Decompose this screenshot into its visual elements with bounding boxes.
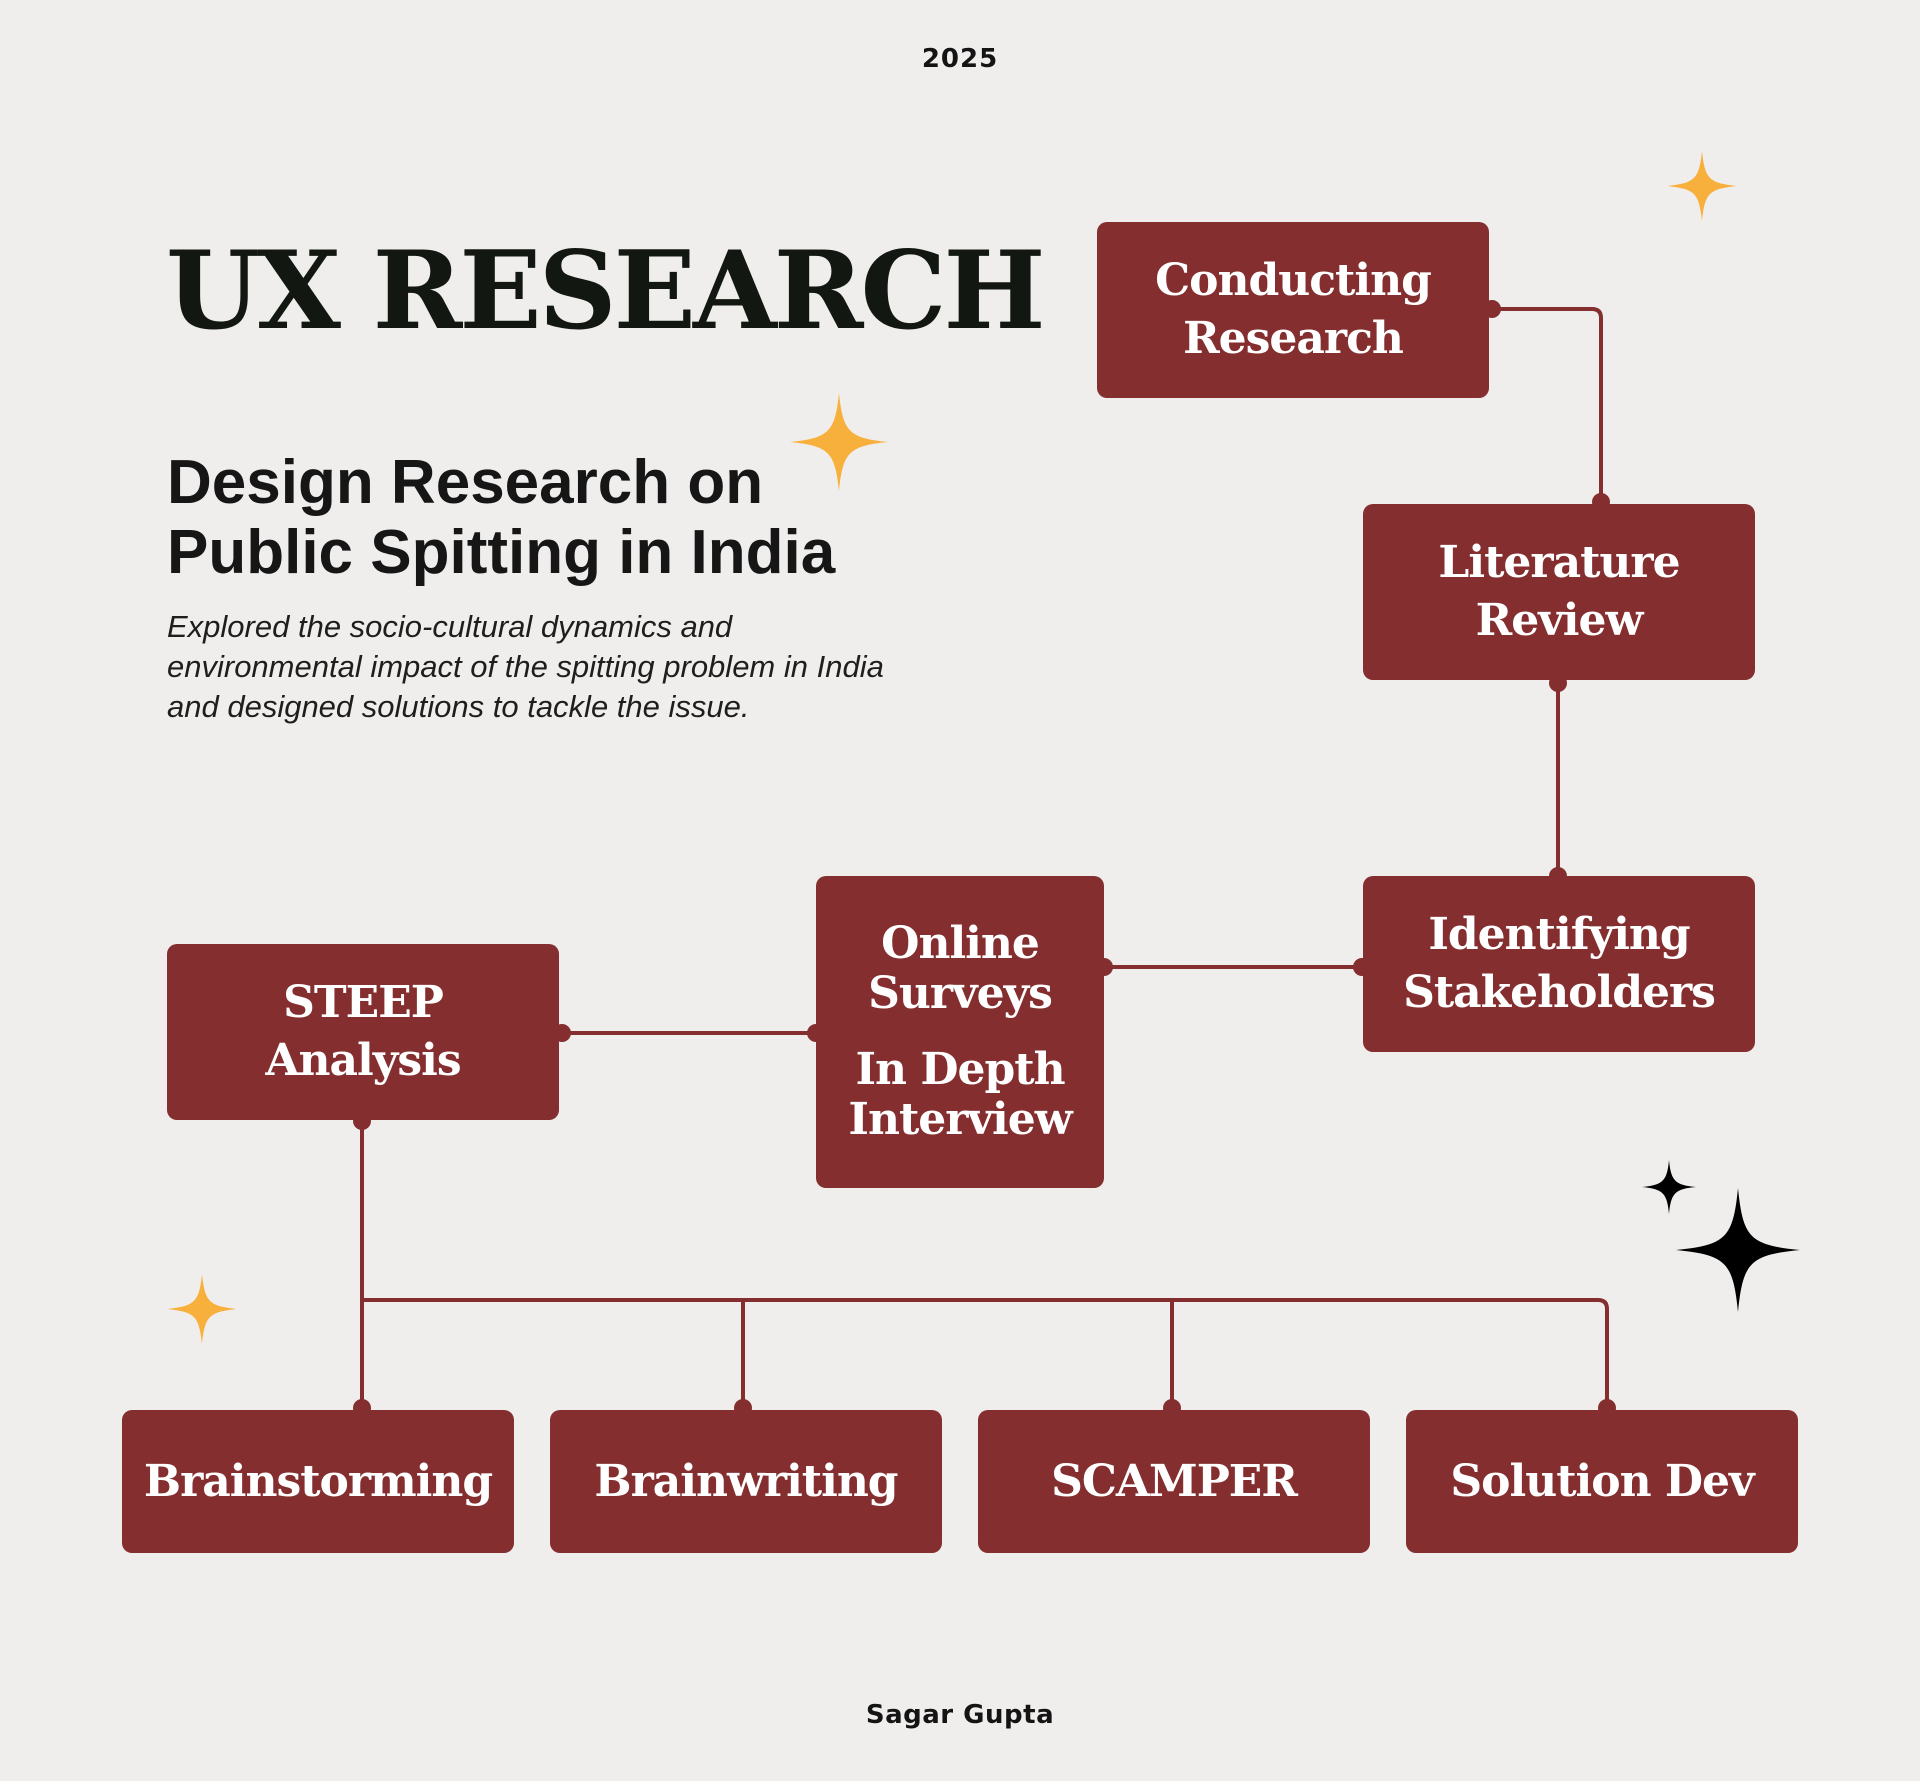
node-label: Identifying [1428,909,1690,960]
connector-branch-bus [362,1298,1609,1408]
year-label: 2025 [921,44,999,74]
node-label: Stakeholders [1403,967,1716,1018]
node-label: Interview [848,1094,1072,1145]
node-label: Surveys [868,968,1053,1019]
page-title: UX RESEARCH [166,228,1046,354]
node-conducting-research: Conducting Research [1097,222,1489,398]
node-label: Literature [1438,537,1680,588]
node-identifying-stakeholders: Identifying Stakeholders [1363,876,1755,1052]
sparkle-icon [1667,151,1737,221]
node-brainwriting: Brainwriting [550,1410,942,1553]
sparkle-icon [790,393,888,491]
node-label: In Depth [855,1044,1065,1095]
node-label: Review [1475,595,1644,646]
subtitle-line-1: Design Research on [167,448,764,517]
node-label: Online [881,918,1040,969]
author-name: Sagar Gupta [865,1700,1055,1730]
node-label: Analysis [265,1035,461,1086]
node-label: STEEP [283,977,444,1028]
node-surveys-interview: Online Surveys In Depth Interview [816,876,1104,1188]
node-scamper: SCAMPER [978,1410,1370,1553]
node-label: Research [1183,313,1404,364]
node-steep-analysis: STEEP Analysis [167,944,559,1120]
node-label: Conducting [1155,255,1432,306]
sparkle-icon [1642,1160,1696,1214]
sparkle-icon [167,1274,237,1344]
node-literature-review: Literature Review [1363,504,1755,680]
project-description: Explored the socio-cultural dynamics and… [167,609,884,724]
subtitle-line-2: Public Spitting in India [167,518,836,587]
node-brainstorming: Brainstorming [122,1410,514,1553]
connector-conducting-literature [1492,307,1603,504]
project-subtitle: Design Research on Public Spitting in In… [167,448,927,588]
sparkle-icon [1676,1188,1800,1312]
node-solution-dev: Solution Dev [1406,1410,1798,1553]
